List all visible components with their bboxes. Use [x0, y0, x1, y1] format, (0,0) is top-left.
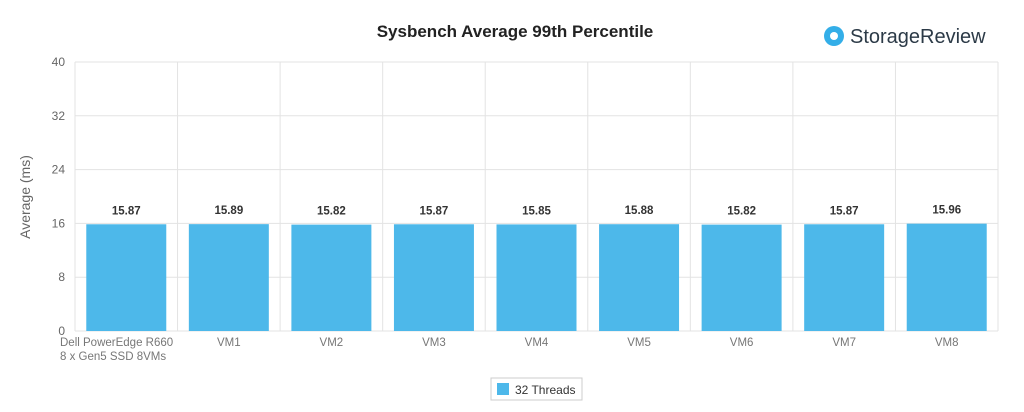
legend[interactable]: 32 Threads — [490, 377, 583, 401]
y-tick-label: 8 — [58, 270, 65, 284]
category-labels: Dell PowerEdge R660 8 x Gen5 SSD 8VMs VM1 V… — [60, 337, 959, 363]
x-category-label: VM6 — [730, 337, 754, 349]
x-category-label: VM7 — [832, 337, 856, 349]
y-tick-label: 32 — [52, 109, 66, 123]
y-axis-ticks: 0 8 16 24 32 40 — [52, 55, 66, 338]
x-category-label: 8 x Gen5 SSD 8VMs — [60, 351, 166, 363]
bar-value-label: 15.87 — [420, 205, 449, 217]
bar-value-label: 15.89 — [214, 205, 243, 217]
x-category-label: VM3 — [422, 337, 446, 349]
bar-value-label: 15.88 — [625, 205, 654, 217]
x-category-label: VM5 — [627, 337, 651, 349]
bar[interactable] — [86, 224, 167, 331]
bar[interactable] — [393, 224, 474, 331]
bar-value-label: 15.87 — [830, 205, 859, 217]
y-tick-label: 0 — [58, 324, 65, 338]
x-category-label: VM1 — [217, 337, 241, 349]
storagereview-logo-icon-inner — [830, 32, 838, 40]
y-axis-label: Average (ms) — [17, 155, 33, 239]
bars — [86, 223, 987, 331]
chart-grid — [74, 61, 999, 332]
x-category-label: Dell PowerEdge R660 — [60, 337, 173, 349]
x-category-label: VM8 — [935, 337, 959, 349]
bar-value-label: 15.82 — [727, 206, 756, 218]
x-category-label: VM2 — [320, 337, 344, 349]
bar[interactable] — [599, 224, 680, 331]
legend-box — [490, 377, 583, 401]
bar[interactable] — [906, 223, 987, 331]
bar[interactable] — [804, 224, 885, 331]
bar[interactable] — [496, 224, 577, 331]
bar[interactable] — [188, 224, 269, 331]
y-tick-label: 24 — [52, 163, 66, 177]
bar[interactable] — [701, 224, 782, 331]
bar-value-label: 15.96 — [932, 205, 961, 217]
y-tick-label: 40 — [52, 55, 66, 69]
bar-value-label: 15.82 — [317, 206, 346, 218]
legend-swatch — [497, 383, 509, 395]
bar-value-label: 15.87 — [112, 205, 141, 217]
chart-title: Sysbench Average 99th Percentile — [377, 22, 654, 41]
storagereview-logo: StorageReview — [824, 26, 986, 48]
bar[interactable] — [291, 224, 372, 331]
legend-item-32-threads: 32 Threads — [515, 383, 576, 397]
value-labels: 15.87 15.89 15.82 15.87 15.85 15.88 15.82 15.87… — [112, 205, 961, 218]
x-category-label: VM4 — [525, 337, 549, 349]
brand-name: StorageReview — [850, 26, 986, 48]
y-tick-label: 16 — [52, 216, 66, 230]
bar-value-label: 15.85 — [522, 205, 551, 217]
